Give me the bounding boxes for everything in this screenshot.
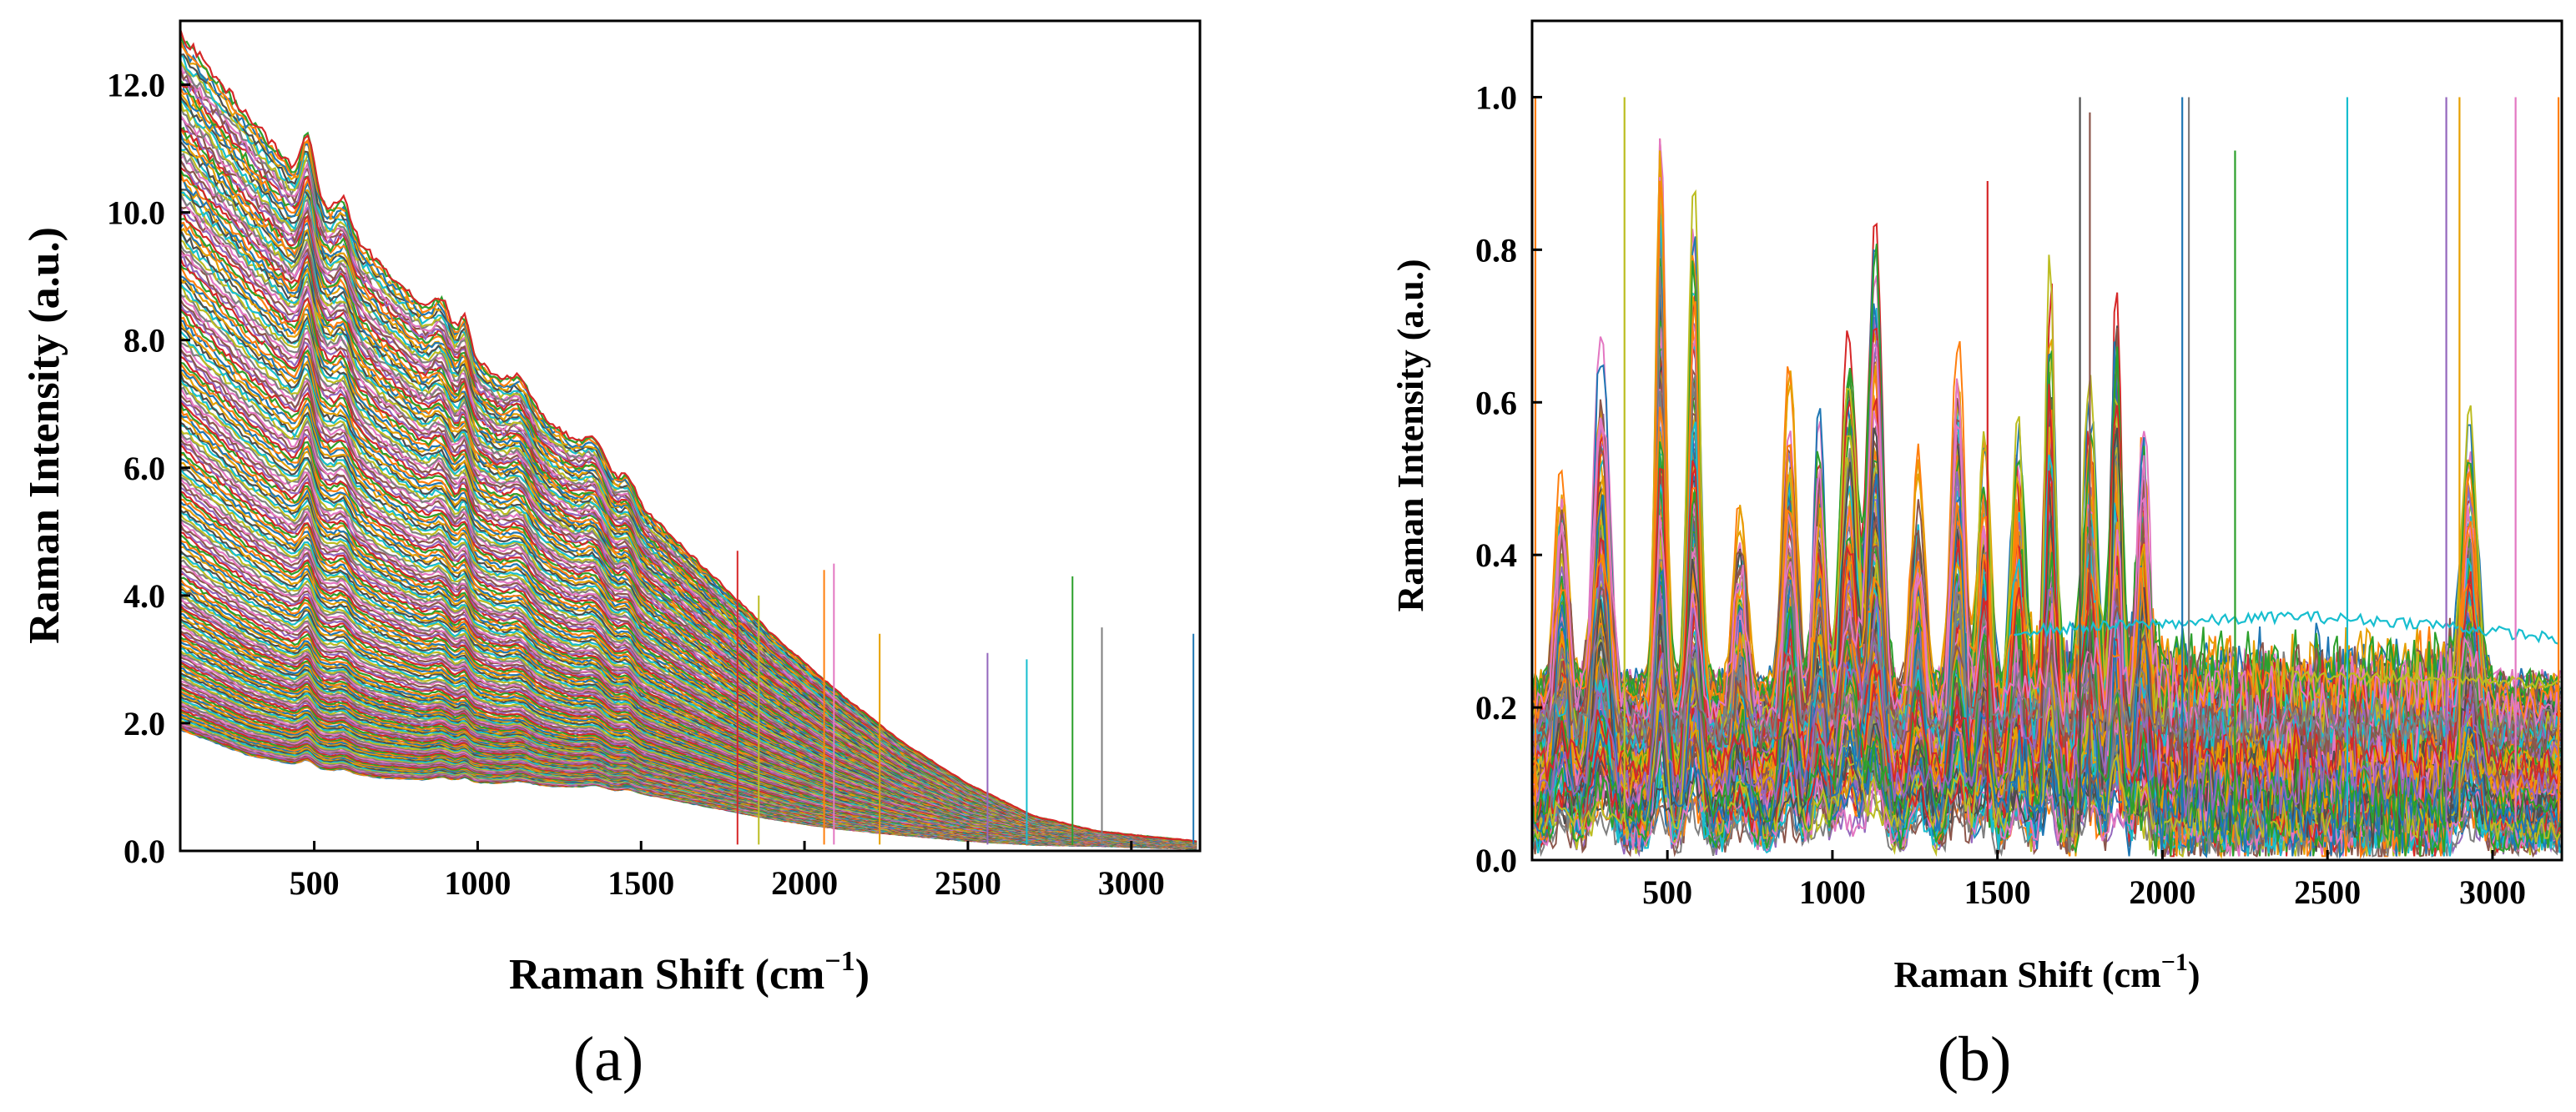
y-tick-label-b: 0.2 xyxy=(1475,689,1517,727)
plot-frame-b xyxy=(1530,19,2563,862)
plateau-line-b xyxy=(2294,669,2559,690)
y-axis-title-a: Raman Intensity (a.u.) xyxy=(21,227,68,644)
y-tick-label-a: 2.0 xyxy=(124,705,165,742)
x-tick-label-b: 1500 xyxy=(1964,873,2031,911)
x-tick-label-a: 3000 xyxy=(1098,864,1165,902)
x-tick-label-a: 2000 xyxy=(771,864,838,902)
y-tick-label-a: 10.0 xyxy=(107,194,165,232)
y-tick-label-b: 0.0 xyxy=(1475,842,1517,879)
spectrum-line-b xyxy=(1532,341,2561,749)
y-tick-label-a: 4.0 xyxy=(124,577,165,615)
x-axis-title-a: Raman Shift (cm−1) xyxy=(509,946,870,999)
x-tick-label-a: 2500 xyxy=(935,864,1001,902)
y-tick-label-a: 8.0 xyxy=(124,322,165,360)
y-tick-label-a: 12.0 xyxy=(107,67,165,104)
spectrum-line-b xyxy=(1532,544,2561,761)
panel-label-a: (a) xyxy=(573,1024,643,1094)
panel-label-b: (b) xyxy=(1938,1024,2012,1094)
spectrum-line-b xyxy=(1532,652,2561,848)
y-tick-label-a: 0.0 xyxy=(124,833,165,870)
x-axis-title-b: Raman Shift (cm−1) xyxy=(1894,948,2200,995)
x-tick-label-b: 3000 xyxy=(2459,873,2526,911)
x-tick-label-a: 500 xyxy=(290,864,340,902)
plateau-line-b xyxy=(2014,610,2559,645)
spectrum-line-b xyxy=(1532,601,2561,750)
axis-ticks-b: 500 1000 1500 2000 2500 3000 0.0 0.2 0.4 0.6 0.8 1.… xyxy=(1475,78,2526,911)
plot-area-b xyxy=(1532,97,2561,860)
x-tick-label-a: 1000 xyxy=(444,864,511,902)
axis-ticks-a: 500 1000 1500 2000 2500 3000 0.0 2.0 4.0 6.0 8.0 10… xyxy=(107,67,1165,902)
x-tick-label-b: 2500 xyxy=(2294,873,2361,911)
y-tick-label-b: 1.0 xyxy=(1475,78,1517,116)
y-tick-label-b: 0.4 xyxy=(1475,536,1517,574)
y-axis-title-b: Raman Intensity (a.u.) xyxy=(1390,259,1431,612)
y-tick-label-b: 0.6 xyxy=(1475,384,1517,421)
spectrum-line-b xyxy=(1532,473,2561,854)
chart-panel-a: 500 1000 1500 2000 2500 3000 0.0 2.0 4.0 6.0 8.0 10… xyxy=(21,19,1202,1094)
y-tick-label-b: 0.8 xyxy=(1475,231,1517,269)
spectrum-line-b xyxy=(1532,580,2561,817)
x-tick-label-b: 1000 xyxy=(1799,873,1866,911)
plot-frame-a xyxy=(179,19,1202,853)
chart-panel-b: 500 1000 1500 2000 2500 3000 0.0 0.2 0.4 0.6 0.8 1.… xyxy=(1390,19,2563,1094)
y-tick-label-a: 6.0 xyxy=(124,450,165,487)
plot-area-a xyxy=(180,28,1197,850)
x-tick-label-b: 2000 xyxy=(2129,873,2195,911)
x-tick-label-a: 1500 xyxy=(607,864,674,902)
x-tick-label-b: 500 xyxy=(1642,873,1692,911)
